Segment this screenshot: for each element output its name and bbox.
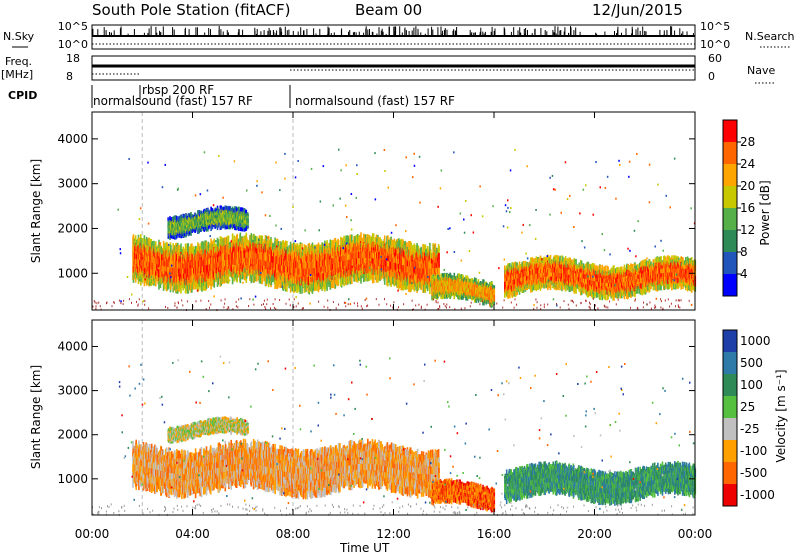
- data-cell: [299, 243, 301, 252]
- data-cell: [373, 275, 375, 283]
- data-cell: [185, 285, 187, 293]
- data-cell: [201, 283, 203, 291]
- data-cell: [280, 242, 282, 250]
- data-cell: [351, 234, 353, 242]
- data-cell: [251, 233, 253, 241]
- freq-label-2: [MHz]: [1, 68, 33, 81]
- freq-label-1: Freq.: [5, 55, 32, 68]
- freq-tick-top: 18: [66, 52, 80, 65]
- nave-label: Nave: [747, 64, 775, 77]
- data-cell: [336, 241, 338, 249]
- data-cell: [214, 239, 216, 247]
- data-cell: [190, 232, 192, 236]
- data-cell: [438, 246, 440, 253]
- data-cell: [256, 236, 258, 244]
- data-cell: [330, 281, 332, 289]
- data-cell: [399, 240, 401, 248]
- data-cell: [185, 243, 187, 251]
- data-cell: [218, 239, 220, 247]
- nsky-tick-top: 10^5: [58, 20, 88, 33]
- data-cell: [438, 260, 440, 267]
- data-cell: [438, 253, 440, 260]
- date-label: 12/Jun/2015: [592, 1, 683, 19]
- data-cell: [142, 238, 144, 245]
- nsky-trace: [92, 26, 695, 44]
- freq-tick-bottom: 8: [66, 70, 73, 83]
- cpid-label: CPID: [8, 89, 37, 102]
- beam-label: Beam 00: [355, 1, 422, 19]
- data-cell: [251, 275, 253, 283]
- data-cell: [198, 210, 200, 214]
- nsearch-tick-bottom: 10^0: [700, 38, 730, 51]
- nsky-tick-bottom: 10^0: [58, 38, 88, 51]
- data-cell: [280, 280, 282, 288]
- station-title: South Pole Station (fitACF): [92, 1, 290, 19]
- data-cell: [201, 241, 203, 249]
- data-cell: [435, 243, 437, 251]
- data-cell: [182, 283, 184, 290]
- cpid-program-2: rbsp 200 RF: [142, 83, 214, 97]
- data-cell: [190, 212, 192, 216]
- data-cell: [373, 234, 375, 242]
- nsky-label: N.Sky: [3, 30, 35, 43]
- data-cell: [438, 268, 440, 275]
- nsearch-tick-top: 10^5: [700, 20, 730, 33]
- data-cell: [218, 277, 220, 285]
- cpid-program-3: normalsound (fast) 157 RF: [295, 94, 455, 108]
- data-cell: [336, 278, 338, 286]
- data-cell: [384, 277, 386, 285]
- nave-tick-top: 60: [708, 52, 722, 65]
- data-cell: [330, 240, 332, 248]
- nave-tick-bottom: 0: [708, 70, 715, 83]
- freq-panel-frame: [92, 56, 695, 80]
- data-cell: [182, 247, 184, 254]
- data-cell: [142, 275, 144, 282]
- nsearch-label: N.Search: [745, 30, 795, 43]
- data-cell: [214, 280, 216, 288]
- data-cell: [351, 276, 353, 284]
- data-cell: [198, 230, 200, 234]
- data-cell: [299, 285, 301, 294]
- data-cell: [384, 235, 386, 243]
